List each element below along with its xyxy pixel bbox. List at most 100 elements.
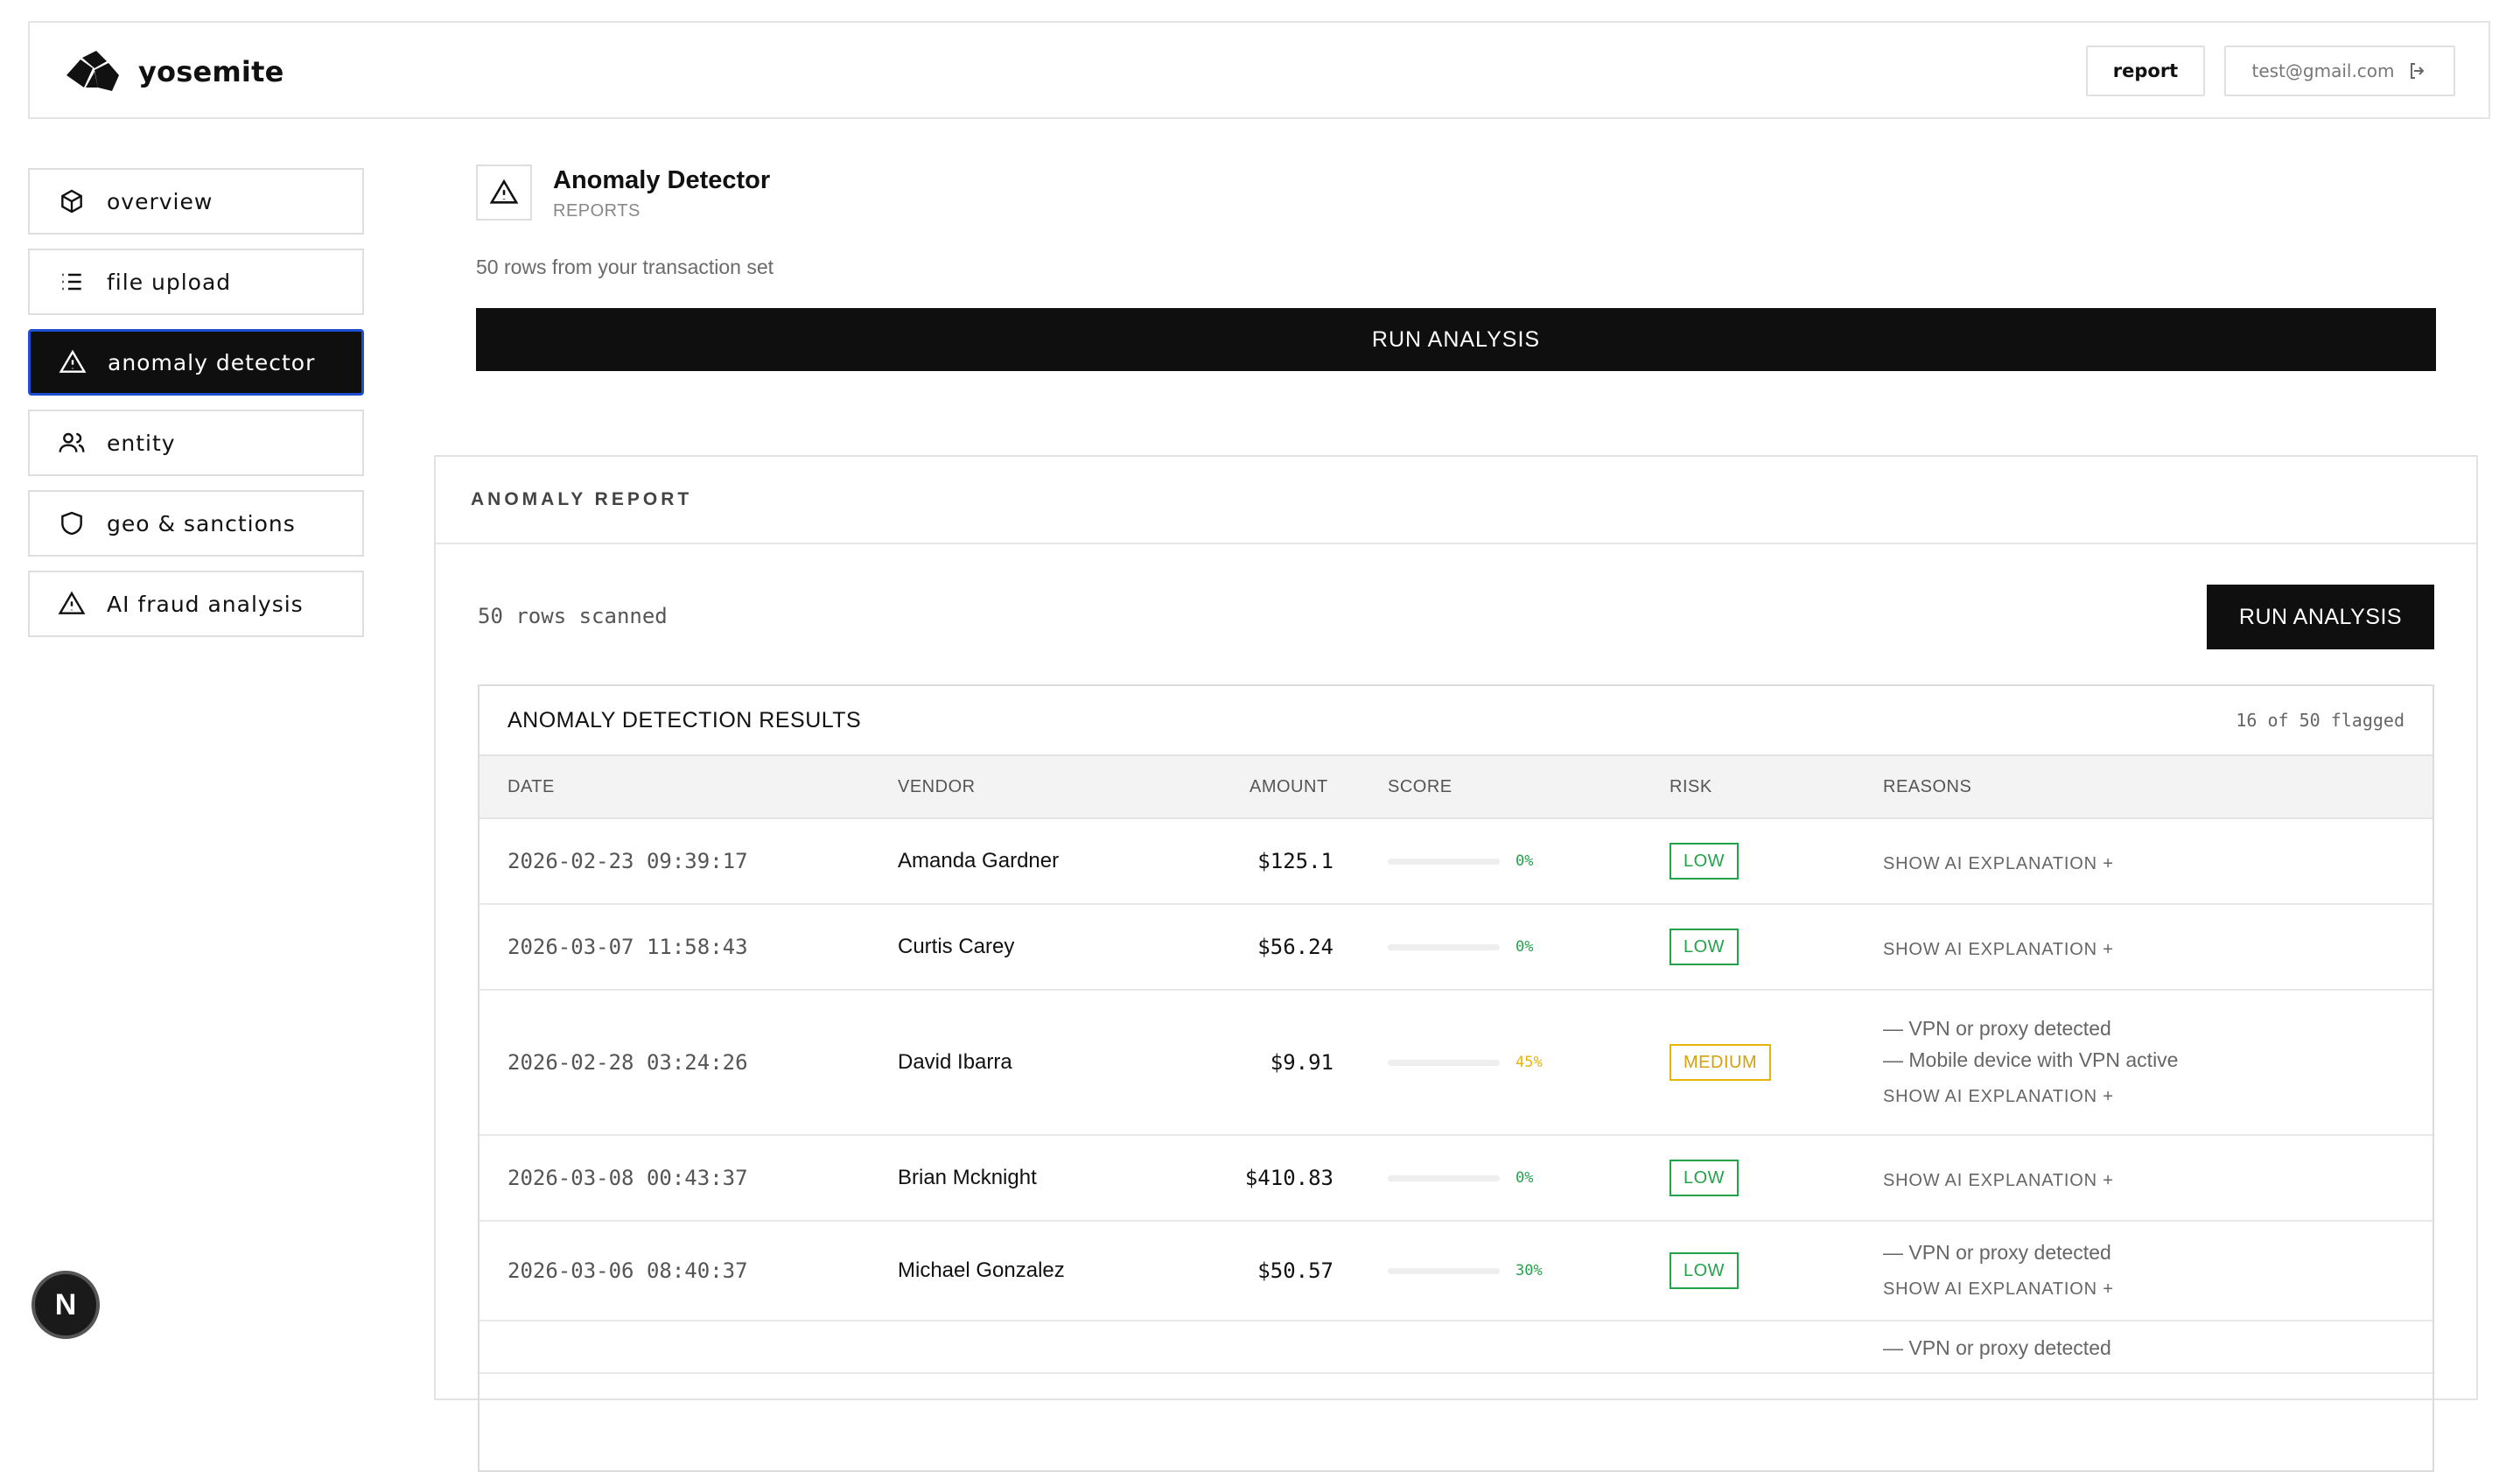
table-row: 2026-02-28 03:24:26 David Ibarra $9.91 45%… — [480, 991, 2432, 1136]
cell-score: 45% — [1388, 1054, 1543, 1071]
run-analysis-button[interactable]: RUN ANALYSIS — [2207, 585, 2434, 649]
sidebar-item-label: file upload — [107, 269, 232, 295]
col-vendor: VENDOR — [898, 777, 976, 796]
cell-risk: LOW — [1670, 929, 1740, 965]
users-icon — [59, 432, 85, 452]
yosemite-logo-icon — [66, 51, 119, 91]
sidebar-item-label: entity — [107, 430, 176, 456]
list-icon — [62, 273, 81, 291]
score-bar — [1388, 1059, 1500, 1066]
score-bar — [1388, 858, 1500, 865]
cell-vendor: Curtis Carey — [898, 935, 1015, 958]
cell-amount: $410.83 — [1244, 1166, 1334, 1190]
score-bar — [1388, 1267, 1500, 1274]
cell-score: 0% — [1388, 852, 1533, 870]
col-score: SCORE — [1388, 777, 1452, 796]
reason-item: — Mobile device with VPN active — [1883, 1048, 2179, 1071]
risk-badge: LOW — [1670, 843, 1740, 880]
table-row: 2026-03-06 08:40:37 Michael Gonzalez $50.5… — [480, 1222, 2432, 1321]
app-name: yosemite — [138, 55, 284, 88]
col-amount: AMOUNT — [1250, 777, 1328, 796]
risk-badge: LOW — [1670, 1252, 1740, 1289]
results-table: ANOMALY DETECTION RESULTS 16 of 50 flagg… — [478, 684, 2434, 1472]
cell-risk: MEDIUM — [1670, 1044, 1772, 1081]
show-ai-explanation-link[interactable]: SHOW AI EXPLANATION + — [1883, 940, 2114, 959]
cube-icon — [61, 189, 82, 214]
cell-reasons: — VPN or proxy detected — Mobile device w… — [1883, 1013, 2178, 1112]
rows-note: 50 rows from your transaction set — [476, 256, 774, 278]
score-percent: 0% — [1516, 852, 1534, 870]
cell-amount: $56.24 — [1257, 935, 1334, 959]
sidebar-item-anomaly-detector[interactable]: anomaly detector — [28, 329, 364, 396]
col-date: DATE — [508, 777, 555, 796]
table-row: — VPN or proxy detected — [480, 1321, 2432, 1374]
warning-icon — [489, 179, 519, 204]
cell-amount: $9.91 — [1270, 1050, 1334, 1075]
cell-date: 2026-03-07 11:58:43 — [508, 935, 748, 959]
cell-reasons: — VPN or proxy detected SHOW AI EXPLANATI… — [1883, 1237, 2114, 1305]
cell-risk: LOW — [1670, 1160, 1740, 1196]
cell-date: 2026-02-23 09:39:17 — [508, 849, 748, 873]
show-ai-explanation-link[interactable]: SHOW AI EXPLANATION + — [1883, 1087, 2114, 1106]
page-icon — [476, 165, 532, 221]
reason-item: — VPN or proxy detected — [1883, 1336, 2111, 1359]
col-risk: RISK — [1670, 777, 1712, 796]
results-title: ANOMALY DETECTION RESULTS — [508, 707, 862, 732]
cell-amount: $125.1 — [1257, 849, 1334, 873]
sidebar-item-file-upload[interactable]: file upload — [28, 249, 364, 315]
page-subtitle: REPORTS — [553, 201, 640, 221]
score-percent: 30% — [1516, 1262, 1543, 1279]
sidebar-item-label: AI fraud analysis — [107, 591, 304, 617]
sidebar: overview file upload anomaly detector en… — [28, 168, 364, 651]
cell-risk: LOW — [1670, 843, 1740, 880]
cell-vendor: Amanda Gardner — [898, 849, 1060, 873]
cell-vendor: Michael Gonzalez — [898, 1258, 1065, 1282]
table-row: 2026-03-07 11:58:43 Curtis Carey $56.24 0%… — [480, 905, 2432, 991]
reason-item: — VPN or proxy detected — [1883, 1017, 2111, 1040]
report-button[interactable]: report — [2086, 46, 2205, 96]
rows-scanned: 50 rows scanned — [478, 604, 668, 628]
cell-amount: $50.57 — [1257, 1258, 1334, 1283]
show-ai-explanation-link[interactable]: SHOW AI EXPLANATION + — [1883, 854, 2114, 873]
page-title: Anomaly Detector — [553, 166, 771, 194]
cell-score: 0% — [1388, 938, 1533, 956]
cell-score: 30% — [1388, 1262, 1543, 1279]
score-percent: 45% — [1516, 1054, 1543, 1071]
run-analysis-button-primary[interactable]: RUN ANALYSIS — [476, 308, 2436, 371]
nextjs-dev-indicator[interactable]: N — [32, 1271, 100, 1339]
sidebar-item-ai-fraud-analysis[interactable]: AI fraud analysis — [28, 571, 364, 637]
table-header-row: DATE VENDOR AMOUNT SCORE RISK REASONS — [480, 756, 2432, 819]
col-reasons: REASONS — [1883, 777, 1972, 796]
cell-vendor: Brian Mcknight — [898, 1166, 1037, 1189]
flagged-count: 16 of 50 flagged — [2236, 710, 2404, 731]
sidebar-item-geo-sanctions[interactable]: geo & sanctions — [28, 490, 364, 557]
table-body: 2026-02-23 09:39:17 Amanda Gardner $125.1 … — [480, 819, 2432, 1374]
cell-date: 2026-02-28 03:24:26 — [508, 1050, 748, 1075]
warning-icon — [58, 591, 86, 614]
reason-item: — VPN or proxy detected — [1883, 1241, 2111, 1264]
user-account-button[interactable]: test@gmail.com — [2224, 46, 2455, 96]
cell-reasons: SHOW AI EXPLANATION + — [1883, 843, 2114, 880]
score-bar — [1388, 1174, 1500, 1181]
sidebar-item-overview[interactable]: overview — [28, 168, 364, 235]
score-percent: 0% — [1516, 938, 1534, 956]
anomaly-report-panel: ANOMALY REPORT 50 rows scanned RUN ANALY… — [434, 455, 2478, 1472]
results-header: ANOMALY DETECTION RESULTS 16 of 50 flagg… — [480, 686, 2432, 756]
risk-badge: MEDIUM — [1670, 1044, 1772, 1081]
show-ai-explanation-link[interactable]: SHOW AI EXPLANATION + — [1883, 1279, 2114, 1299]
cell-reasons: — VPN or proxy detected — [1883, 1332, 2111, 1363]
cell-score: 0% — [1388, 1169, 1533, 1187]
risk-badge: LOW — [1670, 1160, 1740, 1196]
table-row: 2026-03-08 00:43:37 Brian Mcknight $410.83… — [480, 1136, 2432, 1222]
brand[interactable]: yosemite — [63, 49, 284, 95]
cell-reasons: SHOW AI EXPLANATION + — [1883, 929, 2114, 965]
panel-heading: ANOMALY REPORT — [436, 457, 2476, 544]
user-email: test@gmail.com — [2251, 60, 2395, 81]
sidebar-item-entity[interactable]: entity — [28, 410, 364, 476]
shield-icon — [61, 511, 82, 536]
cell-vendor: David Ibarra — [898, 1050, 1012, 1074]
table-row: 2026-02-23 09:39:17 Amanda Gardner $125.1 … — [480, 819, 2432, 905]
cell-reasons: SHOW AI EXPLANATION + — [1883, 1160, 2114, 1196]
top-header: yosemite report test@gmail.com — [28, 21, 2490, 119]
show-ai-explanation-link[interactable]: SHOW AI EXPLANATION + — [1883, 1171, 2114, 1190]
